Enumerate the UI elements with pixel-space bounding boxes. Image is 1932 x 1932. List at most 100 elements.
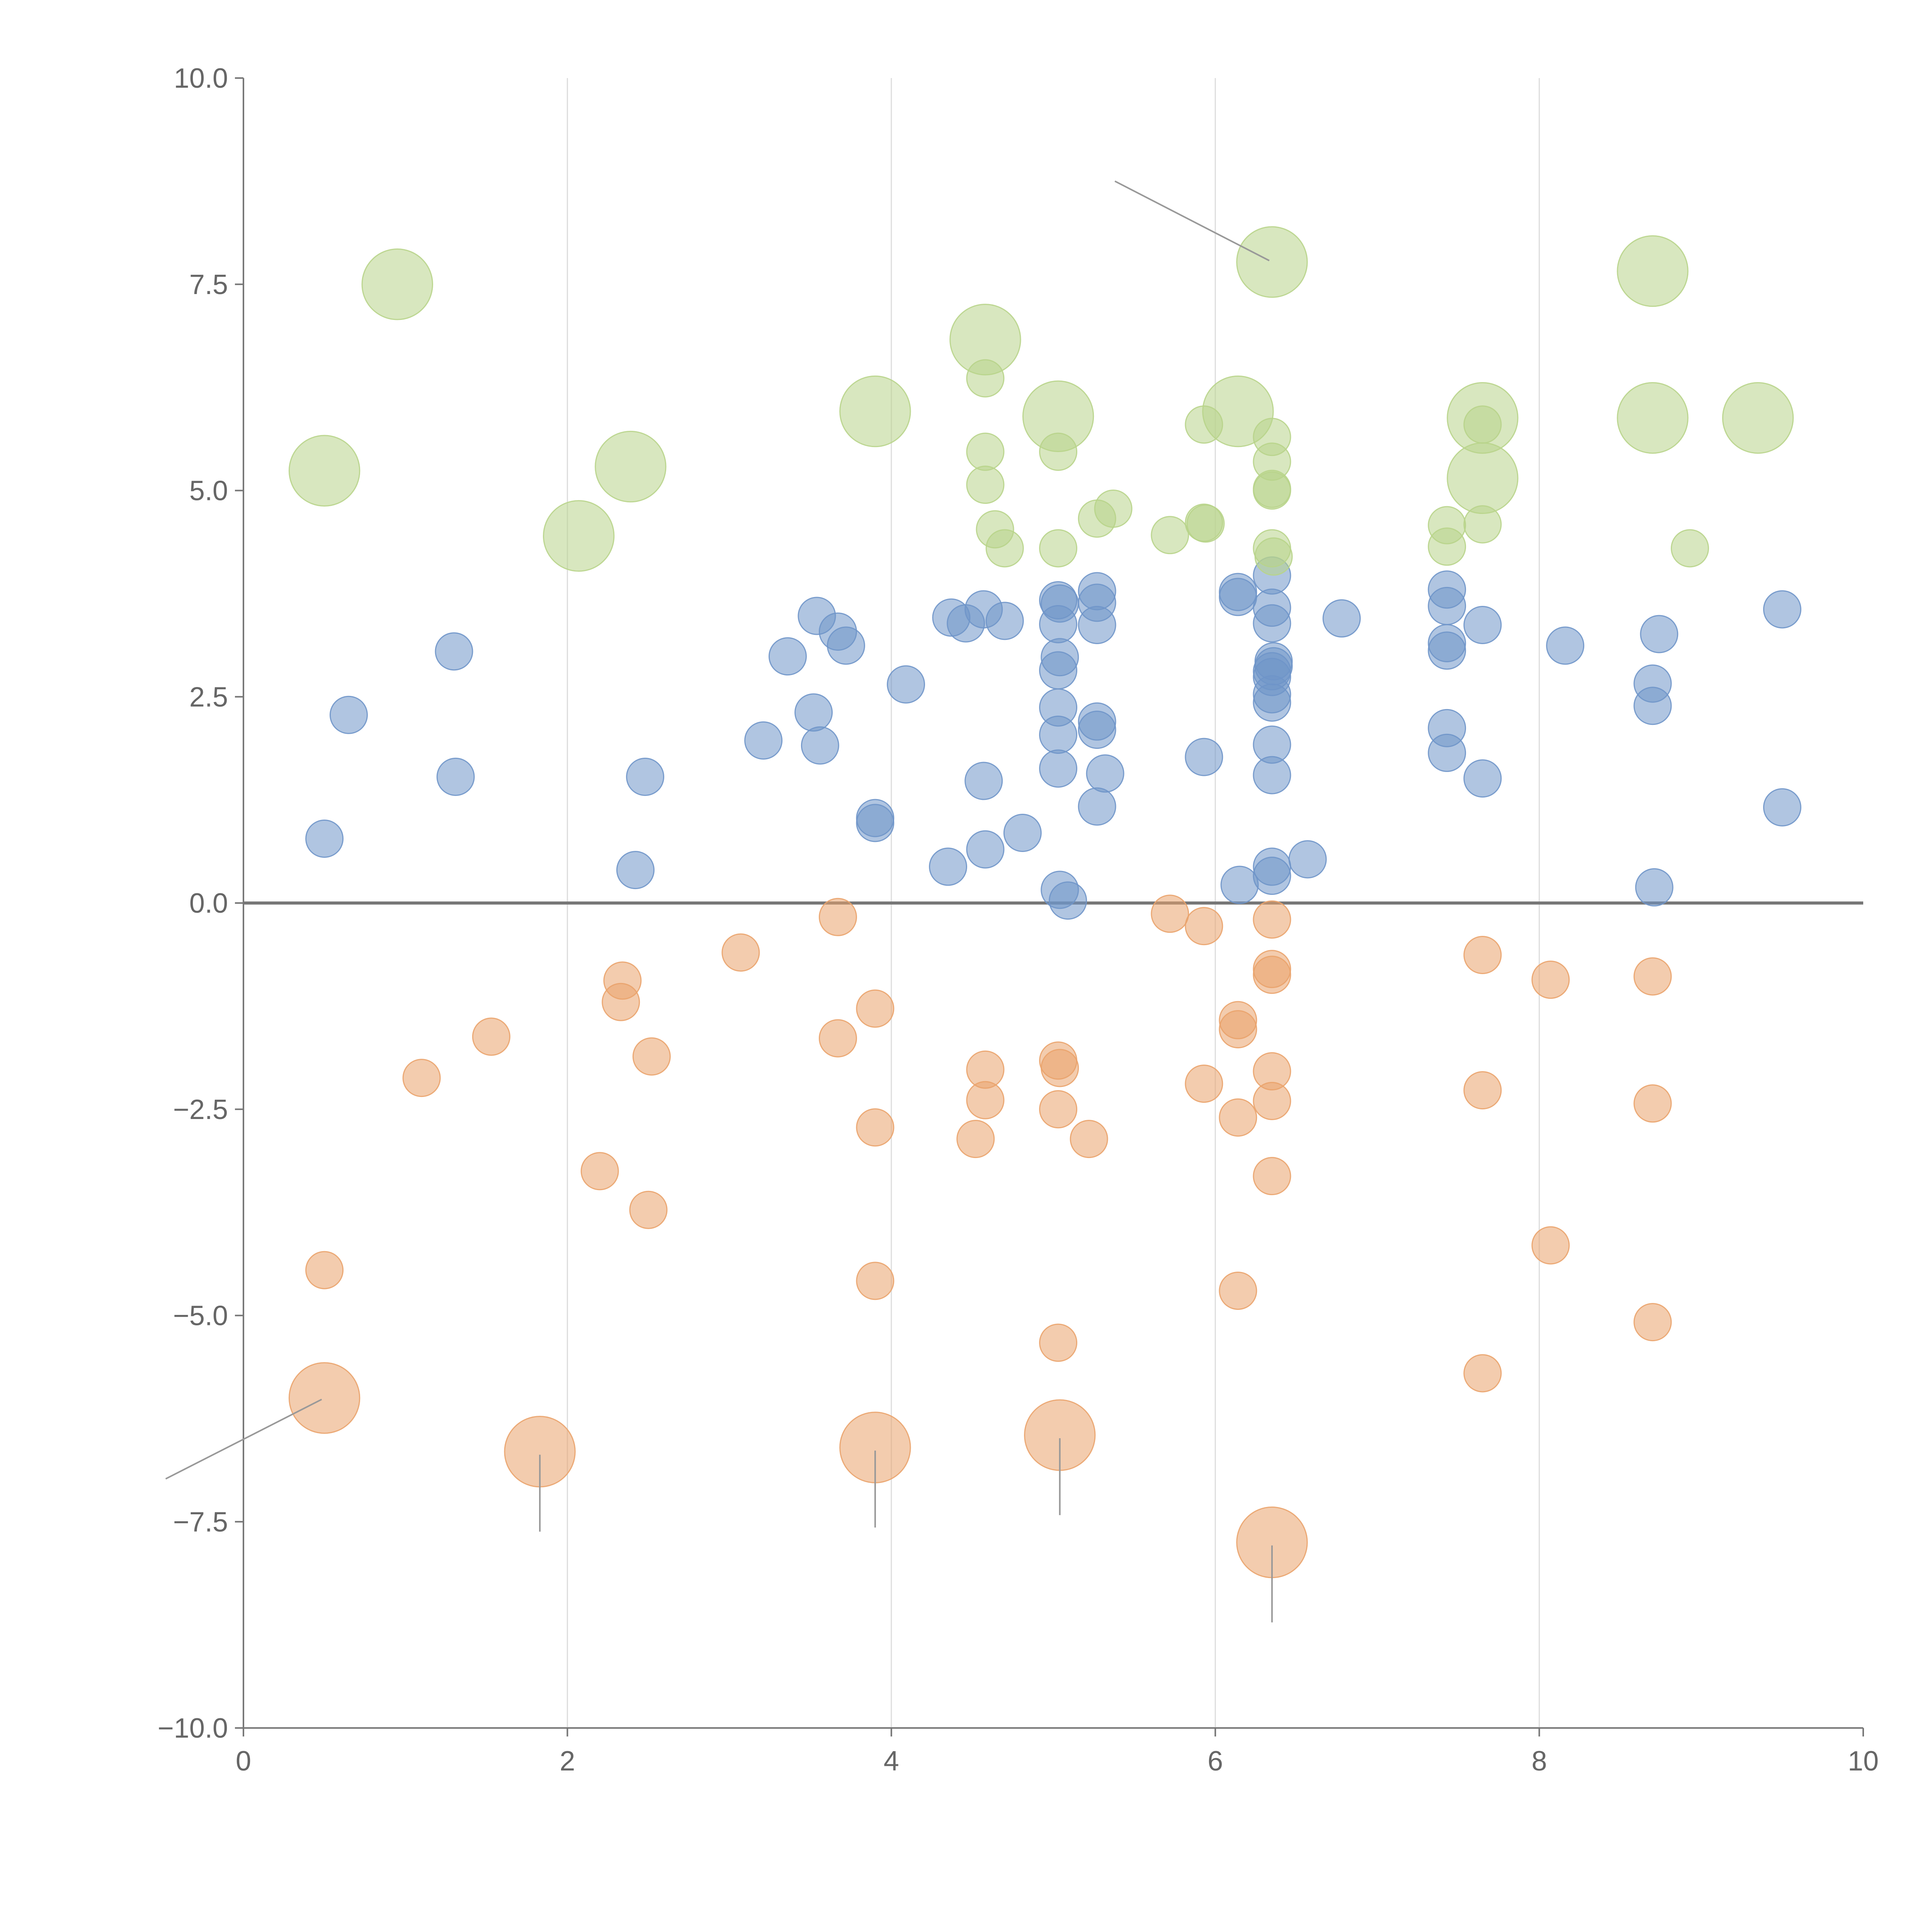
bubble-green: [1094, 489, 1133, 528]
bubble-blue: [1428, 587, 1466, 625]
bubble-green: [966, 466, 1005, 504]
bubble-blue: [769, 637, 807, 676]
bubble-blue: [305, 819, 344, 858]
x-tick-label: 0: [236, 1746, 251, 1777]
bubble-orange: [856, 1262, 895, 1300]
bubble-orange: [966, 1081, 1005, 1119]
bubble-orange: [1219, 1271, 1257, 1310]
bubble-orange: [1039, 1323, 1078, 1362]
bubble-orange: [472, 1017, 510, 1056]
bubble-orange: [1253, 1082, 1291, 1120]
bubble-blue: [626, 757, 665, 796]
bubble-orange: [402, 1059, 441, 1097]
x-tick-label: 2: [560, 1746, 575, 1777]
bubble-orange: [1633, 957, 1672, 996]
bubble-orange: [1531, 1226, 1570, 1265]
leader-layer: [165, 180, 1273, 1622]
bubble-blue: [1253, 604, 1291, 643]
bubble-blue: [1039, 651, 1078, 690]
bubble-blue: [1078, 606, 1116, 645]
bubble-orange: [1531, 961, 1570, 999]
bubble-orange: [1219, 1098, 1257, 1137]
bubble-blue: [929, 847, 968, 886]
x-tick-label: 10: [1848, 1746, 1879, 1777]
bubble-blue: [1039, 715, 1078, 754]
bubble-blue: [1546, 626, 1585, 665]
bubble-blue: [985, 602, 1024, 640]
bubble-green-large: [1236, 226, 1308, 298]
bubble-orange: [856, 1108, 895, 1147]
bubble-green: [1254, 537, 1293, 576]
bubble-blue: [1220, 866, 1259, 904]
bubble-orange: [1219, 1010, 1257, 1049]
bubble-blue: [1253, 857, 1291, 895]
y-tick-label: 0.0: [189, 888, 228, 919]
bubble-blue: [1253, 756, 1291, 794]
x-tick-label: 8: [1532, 1746, 1547, 1777]
bubble-orange: [721, 933, 760, 972]
y-tick-label: 5.0: [189, 476, 228, 507]
bubble-green-large: [361, 248, 433, 320]
bubble-orange: [603, 961, 642, 1000]
bubble-green: [1253, 471, 1291, 510]
y-tick-label: −7.5: [173, 1507, 228, 1537]
bubble-blue: [616, 851, 655, 889]
bubble-blue: [1463, 759, 1502, 798]
bubble-green: [1039, 529, 1078, 568]
bubble-orange: [1463, 1071, 1502, 1110]
y-tick-label: 10.0: [174, 63, 228, 94]
bubble-blue: [1635, 868, 1673, 906]
bubble-blue: [1039, 605, 1078, 643]
bubble-orange: [956, 1120, 995, 1158]
bubble-green-large: [839, 375, 911, 447]
bubble-blue: [1049, 881, 1087, 920]
bubble-orange: [1463, 936, 1502, 975]
bubble-blue: [1039, 749, 1078, 788]
bubble-green: [1186, 504, 1225, 543]
bubble-blue: [1219, 578, 1257, 616]
bubble-orange: [1253, 956, 1291, 994]
bubble-orange: [1633, 1303, 1672, 1342]
bubble-green: [966, 432, 1005, 471]
bubble-blue: [801, 726, 839, 765]
bubble-blue: [1253, 683, 1291, 722]
x-tick-label: 6: [1208, 1746, 1223, 1777]
bubble-blue: [1185, 738, 1223, 776]
bubble-layer: [288, 226, 1801, 1578]
bubble-green: [1670, 529, 1709, 568]
bubble-blue: [827, 626, 865, 665]
bubble-blue: [1078, 787, 1116, 826]
bubble-green-large: [949, 304, 1021, 376]
bubble-green-large: [1022, 380, 1094, 452]
bubble-orange: [1151, 895, 1189, 933]
bubble-orange: [629, 1190, 668, 1229]
y-tick-label: 7.5: [189, 269, 228, 300]
bubble-blue: [1463, 606, 1502, 645]
bubble-green-large: [1617, 235, 1689, 307]
bubble-green-large: [595, 430, 667, 503]
bubble-blue: [964, 762, 1003, 800]
bubble-blue: [887, 665, 925, 704]
bubble-blue: [1003, 814, 1042, 852]
bubble-blue: [1763, 590, 1801, 629]
bubble-blue: [1428, 631, 1466, 670]
bubble-orange: [305, 1251, 344, 1289]
bubble-blue: [1763, 788, 1801, 827]
bubble-orange: [632, 1037, 671, 1076]
bubble-green: [1428, 527, 1466, 566]
bubble-blue: [1633, 687, 1672, 725]
bubble-blue: [1288, 840, 1327, 879]
bubble-orange: [1253, 1157, 1291, 1196]
bubble-green: [985, 529, 1024, 568]
bubble-orange: [1633, 1084, 1672, 1123]
bubble-orange: [1463, 1354, 1502, 1393]
bubble-orange: [818, 1019, 857, 1058]
bubble-green-large: [1202, 375, 1274, 447]
bubble-green-large: [288, 435, 361, 507]
y-tick-label: −2.5: [173, 1094, 228, 1125]
bubble-green-large: [1617, 382, 1689, 454]
bubble-blue: [436, 757, 475, 796]
bubble-blue: [794, 693, 833, 732]
bubble-blue: [1322, 599, 1361, 638]
